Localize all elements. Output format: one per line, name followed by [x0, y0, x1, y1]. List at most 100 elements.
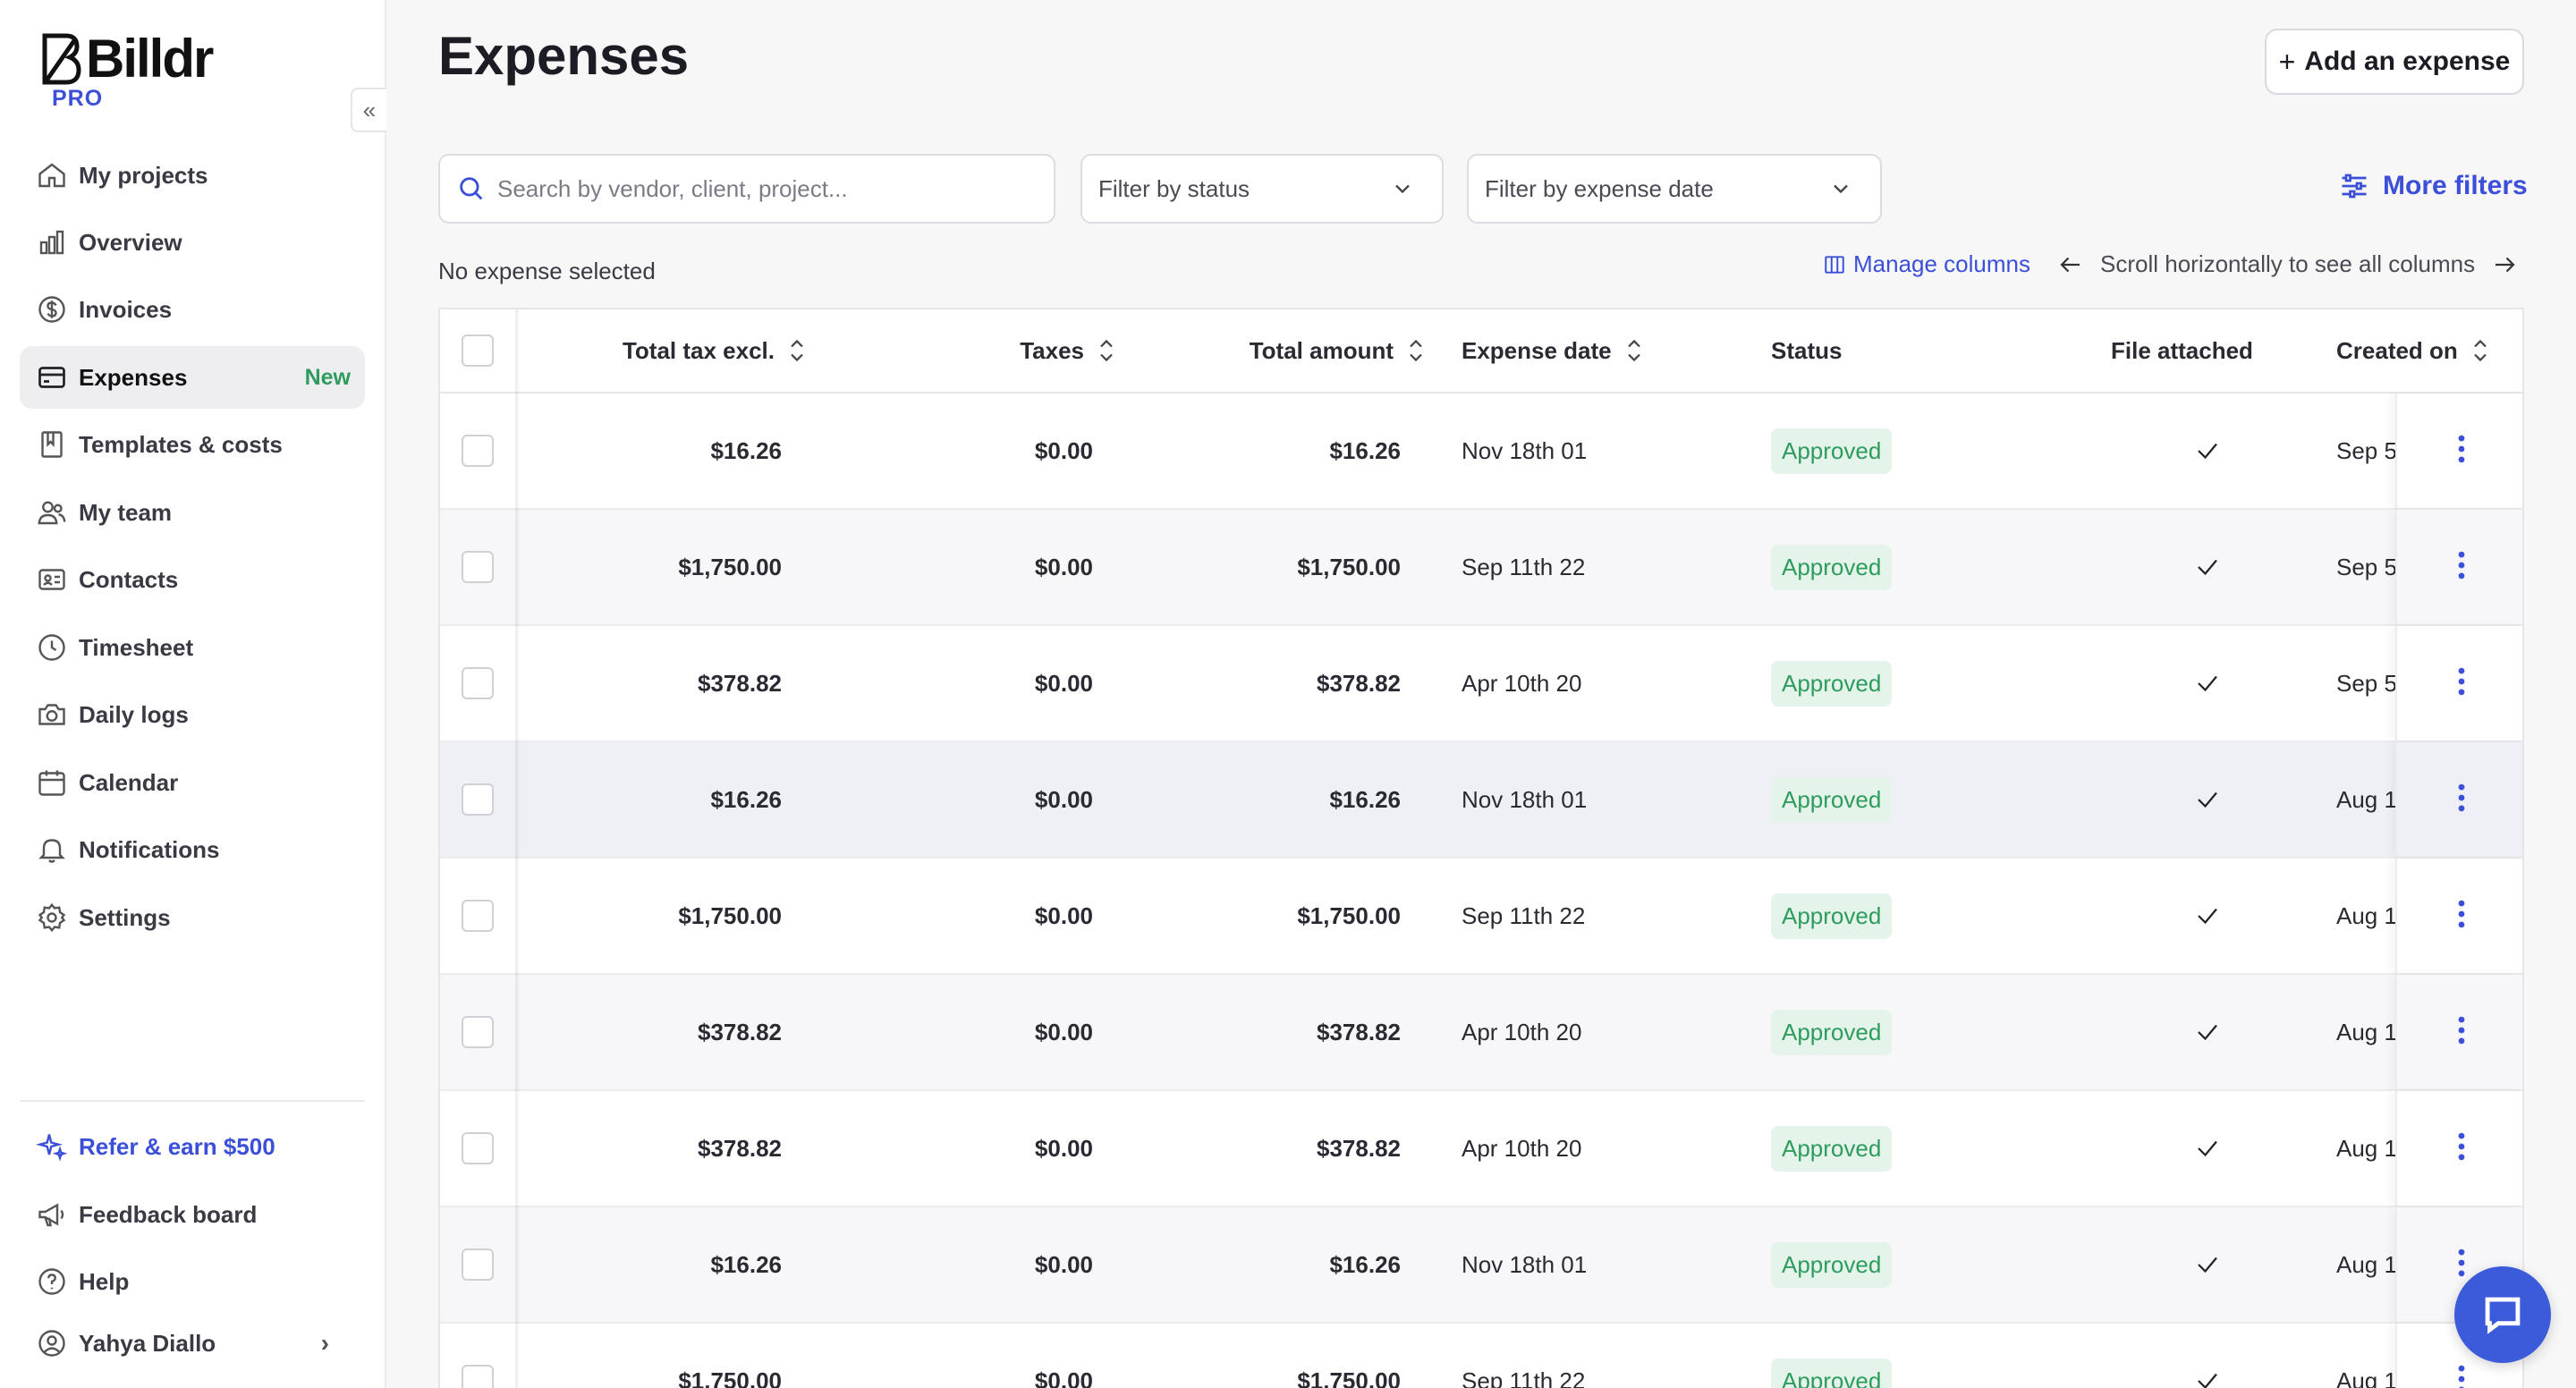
row-actions-menu[interactable] [2395, 975, 2522, 1089]
column-header-status: Status [1771, 309, 1950, 392]
billdr-logo[interactable]: Billdr [39, 32, 214, 86]
sidebar-item-notifications[interactable]: Notifications [20, 818, 365, 881]
cell-taxes: $0.00 [1034, 1250, 1093, 1278]
table-row[interactable]: $16.26 $0.00 $16.26 Nov 18th 01 Approved Aug … [440, 1207, 2522, 1324]
dots-vertical-icon [2458, 783, 2465, 811]
cell-expense-date: Sep 11th 22 [1462, 1367, 1586, 1388]
chat-icon [2485, 1297, 2521, 1334]
table-row[interactable]: $16.26 $0.00 $16.26 Nov 18th 01 Approved Sep … [440, 394, 2522, 510]
column-header-created-on[interactable]: Created on [2336, 309, 2522, 392]
row-checkbox[interactable] [462, 551, 494, 583]
select-all-checkbox[interactable] [462, 334, 494, 367]
row-actions-menu[interactable] [2395, 1091, 2522, 1206]
cell-status: Approved [1771, 1324, 2004, 1388]
sidebar-item-contacts[interactable]: Contacts [20, 548, 365, 611]
row-actions-menu[interactable] [2395, 859, 2522, 973]
sidebar-item-settings[interactable]: Settings [20, 886, 365, 949]
check-icon [2198, 1373, 2217, 1388]
row-checkbox[interactable] [462, 900, 494, 932]
sidebar-item-feedback-board[interactable]: Feedback board [20, 1183, 365, 1246]
scroll-hint-label: Scroll horizontally to see all columns [2100, 250, 2476, 277]
manage-columns-button[interactable]: Manage columns [1823, 250, 2030, 278]
check-icon [2198, 443, 2217, 460]
sidebar-item-label: Contacts [79, 565, 179, 593]
cell-total-tax-excl: $16.26 [710, 785, 782, 813]
status-filter-select[interactable]: Filter by status [1080, 154, 1444, 224]
cell-expense-date: Apr 10th 20 [1462, 1018, 1582, 1045]
column-header-expense-date[interactable]: Expense date [1462, 309, 1730, 392]
date-filter-label: Filter by expense date [1485, 174, 1714, 202]
chat-support-button[interactable] [2454, 1266, 2551, 1363]
row-checkbox[interactable] [462, 1132, 494, 1164]
sidebar-item-help[interactable]: Help [20, 1250, 365, 1313]
cell-created-on: Aug 1 [2336, 785, 2397, 813]
add-expense-button[interactable]: + Add an expense [2265, 29, 2524, 95]
sidebar-item-calendar[interactable]: Calendar [20, 751, 365, 814]
cell-expense-date: Nov 18th 01 [1462, 785, 1588, 813]
column-header-total-amount[interactable]: Total amount [1156, 309, 1426, 392]
collapse-sidebar-button[interactable]: « [351, 88, 386, 132]
row-checkbox[interactable] [462, 783, 494, 816]
chevrons-left-icon: « [362, 96, 377, 123]
cell-taxes: $0.00 [1034, 669, 1093, 697]
arrow-right-icon[interactable] [2491, 251, 2518, 278]
sidebar-divider [20, 1100, 365, 1102]
table-row[interactable]: $378.82 $0.00 $378.82 Apr 10th 20 Approved Au… [440, 1091, 2522, 1207]
sidebar-item-daily-logs[interactable]: Daily logs [20, 683, 365, 746]
sidebar-item-expenses[interactable]: Expenses New [20, 346, 365, 409]
cell-total-tax-excl: $1,750.00 [678, 553, 782, 580]
sidebar-item-label: Help [79, 1267, 130, 1295]
sidebar-item-label: My projects [79, 161, 208, 189]
more-filters-button[interactable]: More filters [2338, 170, 2528, 202]
table-row[interactable]: $1,750.00 $0.00 $1,750.00 Sep 11th 22 Approv… [440, 859, 2522, 975]
sidebar-item-my-projects[interactable]: My projects [20, 144, 365, 207]
cell-expense-date: Apr 10th 20 [1462, 1134, 1582, 1162]
cell-taxes: $0.00 [1034, 553, 1093, 580]
sort-icon [1100, 339, 1113, 362]
cell-taxes: $0.00 [1034, 1367, 1093, 1388]
row-checkbox[interactable] [462, 667, 494, 699]
row-actions-menu[interactable] [2395, 626, 2522, 741]
column-label: Expense date [1462, 336, 1612, 364]
column-header-taxes[interactable]: Taxes [887, 309, 1116, 392]
search-box [438, 154, 1055, 224]
sidebar-item-overview[interactable]: Overview [20, 211, 365, 274]
sidebar-item-templates-costs[interactable]: Templates & costs [20, 413, 365, 476]
sidebar-item-label: Invoices [79, 295, 173, 323]
cell-total-tax-excl: $378.82 [698, 669, 782, 697]
search-input[interactable] [497, 174, 1034, 203]
row-checkbox[interactable] [462, 435, 494, 467]
sidebar-item-refer-earn[interactable]: Refer & earn $500 [20, 1115, 365, 1178]
arrow-left-icon[interactable] [2057, 251, 2084, 278]
dots-vertical-icon [2458, 1132, 2465, 1160]
dollar-circle-icon [38, 296, 65, 323]
table-row[interactable]: $1,750.00 $0.00 $1,750.00 Sep 11th 22 Approv… [440, 1324, 2522, 1388]
row-checkbox[interactable] [462, 1365, 494, 1388]
billdr-logo-icon [42, 33, 81, 85]
scroll-hint: Scroll horizontally to see all columns [2057, 250, 2518, 278]
status-badge: Approved [1771, 893, 1893, 939]
sidebar-item-timesheet[interactable]: Timesheet [20, 616, 365, 679]
table-row[interactable]: $16.26 $0.00 $16.26 Nov 18th 01 Approved Aug … [440, 742, 2522, 859]
column-header-total-tax-excl[interactable]: Total tax excl. [521, 309, 807, 392]
status-badge: Approved [1771, 776, 1893, 823]
table-row[interactable]: $378.82 $0.00 $378.82 Apr 10th 20 Approved Se… [440, 626, 2522, 742]
table-row[interactable]: $1,750.00 $0.00 $1,750.00 Sep 11th 22 Approv… [440, 510, 2522, 626]
row-checkbox[interactable] [462, 1248, 494, 1281]
user-menu[interactable]: Yahya Diallo › [20, 1312, 365, 1375]
row-actions-menu[interactable] [2395, 510, 2522, 624]
row-actions-menu[interactable] [2395, 742, 2522, 857]
date-filter-select[interactable]: Filter by expense date [1467, 154, 1882, 224]
sidebar-item-invoices[interactable]: Invoices [20, 278, 365, 341]
cell-file-attached [2181, 510, 2234, 624]
chevron-down-icon [1834, 184, 1848, 194]
row-actions-menu[interactable] [2395, 394, 2522, 508]
sidebar-item-label: Notifications [79, 835, 220, 863]
new-badge: New [304, 364, 351, 390]
gear-icon [38, 902, 66, 933]
row-checkbox[interactable] [462, 1016, 494, 1048]
sidebar-item-my-team[interactable]: My team [20, 481, 365, 544]
table-row[interactable]: $378.82 $0.00 $378.82 Apr 10th 20 Approved Au… [440, 975, 2522, 1091]
sort-icon [2474, 339, 2487, 362]
check-icon [2198, 559, 2217, 576]
